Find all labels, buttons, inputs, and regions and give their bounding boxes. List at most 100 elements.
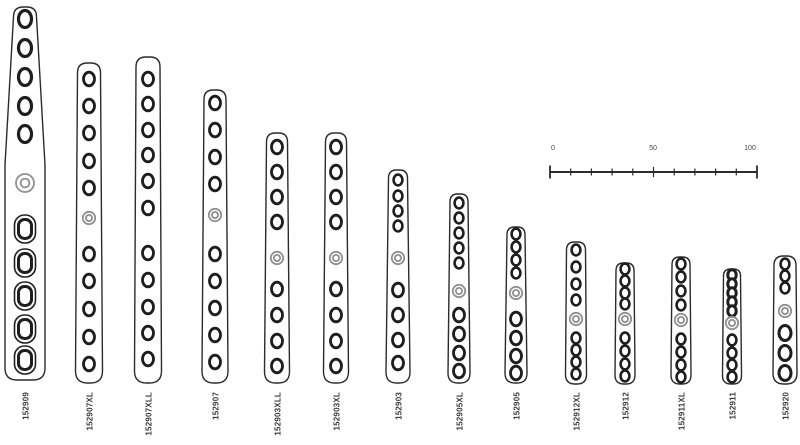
screw-hole <box>82 355 96 373</box>
screw-hole <box>392 219 404 233</box>
screw-hole <box>452 344 466 362</box>
slot-hole-inner <box>17 318 33 340</box>
screw-hole <box>16 66 34 88</box>
screw-hole <box>453 241 465 255</box>
compression-hole-inner <box>85 213 94 222</box>
plate-152912XL <box>564 241 588 385</box>
screw-hole <box>452 325 466 343</box>
screw-hole <box>510 253 522 267</box>
screw-hole <box>779 281 791 295</box>
plate-152920 <box>772 255 798 385</box>
screw-hole <box>619 357 631 371</box>
compression-hole-inner <box>331 253 340 262</box>
plate-152903XL <box>322 132 350 384</box>
scale-bar-label: 100 <box>744 145 756 152</box>
screw-hole <box>510 240 522 254</box>
screw-hole <box>208 272 222 290</box>
screw-hole <box>392 173 404 187</box>
screw-hole <box>329 188 343 206</box>
screw-hole <box>391 281 405 299</box>
screw-hole <box>141 95 155 113</box>
screw-hole <box>141 350 155 368</box>
screw-hole <box>16 95 34 117</box>
plate-152907 <box>201 89 229 384</box>
scale-bar-label: 0 <box>551 145 555 152</box>
screw-hole <box>619 369 631 383</box>
screw-hole <box>453 226 465 240</box>
plate-outline <box>74 62 104 384</box>
compression-hole-outer <box>617 311 633 327</box>
compression-hole-outer <box>328 250 344 266</box>
screw-hole <box>141 244 155 262</box>
screw-hole <box>208 299 222 317</box>
screw-hole <box>82 70 96 88</box>
compression-hole-inner <box>728 318 737 327</box>
plate-label: 152905 <box>513 392 522 420</box>
screw-hole <box>570 355 582 369</box>
screw-hole <box>510 227 522 241</box>
screw-hole <box>141 298 155 316</box>
compression-hole-inner <box>454 286 463 295</box>
screw-hole <box>453 196 465 210</box>
screw-hole <box>726 358 738 372</box>
screw-hole <box>208 94 222 112</box>
plate-152907XL <box>74 62 104 384</box>
screw-hole <box>208 326 222 344</box>
screw-hole <box>391 354 405 372</box>
screw-hole <box>141 121 155 139</box>
slot-hole-inner <box>17 285 33 307</box>
plate-152907XLL <box>133 56 163 384</box>
screw-hole <box>270 163 284 181</box>
screw-hole <box>675 345 687 359</box>
plate-152911XL <box>670 256 692 385</box>
plate-label: 152911 <box>729 392 738 420</box>
screw-hole <box>329 306 343 324</box>
screw-hole <box>329 138 343 156</box>
screw-hole <box>619 297 631 311</box>
slot-hole-inner <box>17 349 33 371</box>
screw-hole <box>82 124 96 142</box>
plate-label: 152903XLL <box>274 392 283 436</box>
compression-hole-outer <box>15 173 35 193</box>
screw-hole <box>726 346 738 360</box>
screw-hole <box>392 189 404 203</box>
screw-hole <box>675 370 687 384</box>
screw-hole <box>391 306 405 324</box>
plate-label: 152905XL <box>456 392 465 431</box>
screw-hole <box>141 146 155 164</box>
screw-hole <box>208 148 222 166</box>
plate-outline <box>385 169 411 384</box>
screw-hole <box>141 271 155 289</box>
screw-hole <box>509 310 523 328</box>
screw-hole <box>675 358 687 372</box>
compression-hole-inner <box>677 315 686 324</box>
plate-label: 152903 <box>395 392 404 420</box>
plate-label: 152907XL <box>86 392 95 431</box>
compression-hole-inner <box>393 253 402 262</box>
plate-152905 <box>504 226 528 384</box>
screw-hole <box>82 179 96 197</box>
screw-hole <box>452 362 466 380</box>
screw-hole <box>726 333 738 347</box>
plate-outline <box>133 56 163 384</box>
plate-label: 152911XL <box>678 392 687 430</box>
screw-hole <box>777 364 793 382</box>
screw-hole <box>270 138 284 156</box>
screw-hole <box>675 284 687 298</box>
screw-hole <box>82 328 96 346</box>
screw-hole <box>726 370 738 384</box>
screw-hole <box>509 347 523 365</box>
screw-hole <box>270 280 284 298</box>
screw-hole <box>675 270 687 284</box>
screw-hole <box>208 353 222 371</box>
screw-hole <box>510 266 522 280</box>
compression-hole-outer <box>508 285 524 301</box>
screw-hole <box>141 199 155 217</box>
compression-hole-inner <box>19 177 31 189</box>
slot-hole-inner <box>17 218 33 240</box>
plate-outline <box>504 226 528 384</box>
plate-outline <box>4 6 46 381</box>
plate-152912 <box>614 262 636 385</box>
plate-label: 152912XL <box>573 392 582 431</box>
